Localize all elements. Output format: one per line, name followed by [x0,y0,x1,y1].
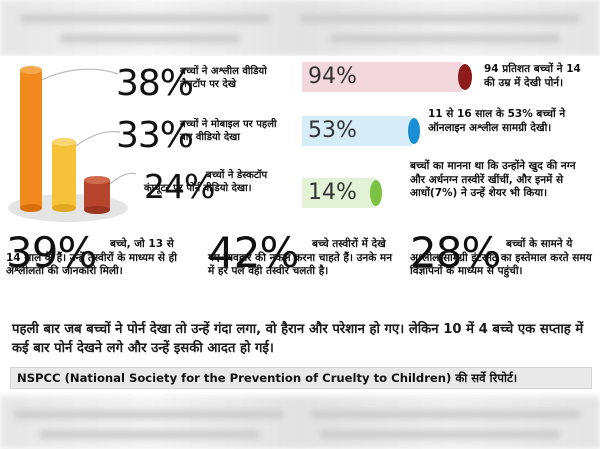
blurred-top-text [300,14,580,23]
stat-53-percent: 53% [308,118,357,143]
stat-laptop-text: बच्चों ने अश्लील वीडियो लैपटॉप पर देखे [180,66,267,90]
blurred-bottom-text [320,430,560,439]
blurred-bottom-text [14,410,284,419]
stat-94-percent: 94% [308,64,357,89]
stat-14-text: बच्चों का मानना था कि उन्होंने खुद की नग… [410,160,576,200]
stat-mobile-percent: 33% [116,115,194,156]
stat-28-text: बच्चों के सामने ये अश्लील सामग्री इंटरने… [410,238,592,278]
stat-39-text: बच्चे, जो 13 से 14 साल के हैं। उन्हें तस… [6,238,177,278]
stat-53-text: 11 से 16 साल के 53% बच्चों ने ऑनलाइन अश्… [428,108,566,134]
summary-paragraph: पहली बार जब बच्चों ने पोर्न देखा तो उन्ह… [12,322,584,357]
stat-28-percent: 28% [410,228,501,277]
blue-dot-icon [408,118,420,144]
stat-94-text: 94 प्रतिशत बच्चों ने 14 की उम्र में देखी… [484,63,581,89]
blurred-top-text [20,14,270,23]
stat-42-text: बच्चे तस्वीरों में देखे गए व्यवहार की नक… [208,238,393,278]
stat-laptop-percent: 38% [116,63,194,104]
stat-bar-94 [302,62,462,92]
stat-desktop-percent: 24% [144,167,215,206]
blurred-bottom-text [310,410,580,419]
red-dot-icon [458,64,472,90]
source-credit: NSPCC (National Society for the Preventi… [10,367,592,389]
stat-desktop-text: बच्चों ने डेस्कटॉप कंप्यूटर पर पोर्न वीड… [144,170,268,194]
blurred-top-text [60,34,240,43]
stat-bar-14 [302,178,376,208]
blurred-top-area [0,0,600,56]
stat-42-percent: 42% [208,228,299,277]
stat-bar-53 [302,116,412,146]
stat-14-percent: 14% [308,180,357,205]
cylinder-chart-illustration [8,66,136,222]
blurred-bottom-text [40,430,260,439]
stat-mobile-text: बच्चों ने मोबाइल पर पहली बार वीडियो देखा [180,119,277,143]
blurred-bottom-area [0,396,600,449]
blurred-top-text [330,34,560,43]
green-dot-icon [370,180,382,206]
stat-39-percent: 39% [6,228,97,277]
infographic: 38% बच्चों ने अश्लील वीडियो लैपटॉप पर दे… [0,56,600,396]
